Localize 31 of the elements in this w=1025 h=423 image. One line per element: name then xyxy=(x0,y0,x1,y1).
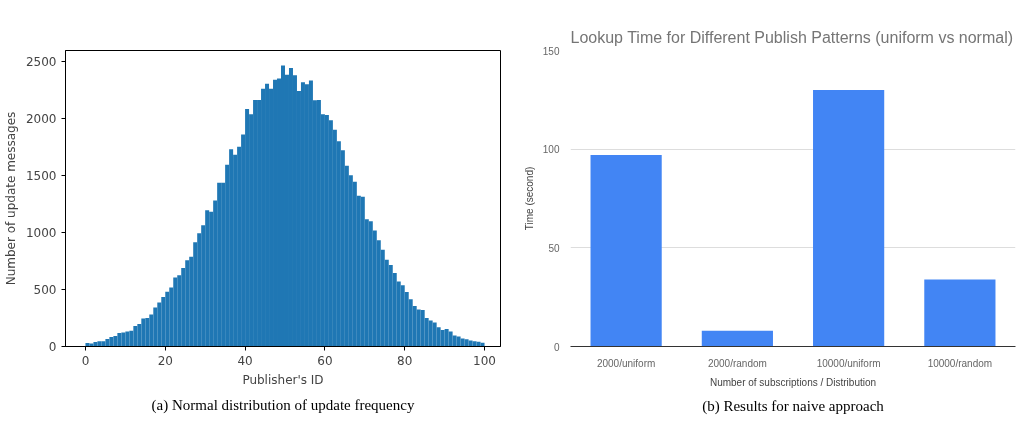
bar xyxy=(924,279,996,347)
y-tick-label: 2000 xyxy=(25,112,57,127)
y-tick-label: 1500 xyxy=(25,169,57,184)
bar xyxy=(701,330,773,347)
x-tick-label: 2000/random xyxy=(707,357,767,369)
x-tick-label: 10000/uniform xyxy=(816,357,881,369)
x-tick-label: 80 xyxy=(397,353,413,368)
y-tick-label: 1000 xyxy=(25,226,57,241)
y-tick-label: 0 xyxy=(48,340,57,354)
x-tick-label: 20 xyxy=(157,353,173,368)
y-tick-label: 50 xyxy=(548,242,560,254)
x-tick-label: 2000/uniform xyxy=(596,357,656,369)
y-tick-label: 100 xyxy=(542,144,560,156)
x-axis-title: Publisher's ID xyxy=(242,372,324,387)
x-tick-label: 0 xyxy=(81,353,90,368)
bar xyxy=(590,155,662,347)
y-tick-label: 0 xyxy=(553,341,560,353)
y-tick-label: 2500 xyxy=(25,55,57,70)
y-tick-label: 500 xyxy=(33,283,57,298)
bar xyxy=(813,89,885,347)
x-tick-label: 10000/random xyxy=(927,357,993,369)
x-tick-label: 100 xyxy=(473,353,496,368)
text: (b) Results for naive approach xyxy=(702,397,885,415)
y-axis-title: Time (second) xyxy=(523,166,535,231)
x-tick-label: 60 xyxy=(317,353,333,368)
x-tick-label: 40 xyxy=(237,353,253,368)
y-tick-label: 150 xyxy=(542,45,560,57)
x-axis-title: Number of subscriptions / Distribution xyxy=(709,376,877,388)
chart-title: Lookup Time for Different Publish Patterns (uniform vs normal) xyxy=(570,28,1014,46)
text: (a) Normal distribution of update frequency xyxy=(151,396,415,414)
y-axis-title: Number of update messages xyxy=(3,111,18,286)
